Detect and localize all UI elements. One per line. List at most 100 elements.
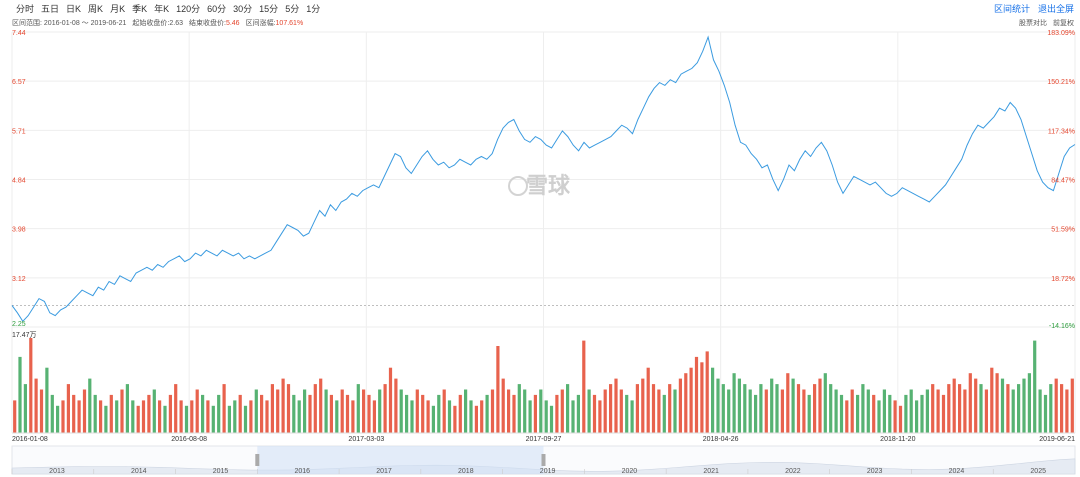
volume-bar bbox=[340, 389, 344, 433]
volume-bar bbox=[818, 378, 822, 433]
volume-bar bbox=[635, 384, 639, 433]
volume-bar bbox=[925, 389, 929, 433]
volume-bar bbox=[668, 384, 672, 433]
volume-bar bbox=[260, 394, 264, 433]
volume-bar bbox=[748, 389, 752, 433]
volume-bar bbox=[678, 378, 682, 433]
period-tab[interactable]: 年K bbox=[154, 4, 170, 14]
period-tab[interactable]: 5分 bbox=[285, 4, 300, 14]
volume-bar bbox=[426, 400, 430, 433]
y-right-tick-label: -14.16% bbox=[1049, 323, 1075, 330]
volume-bar bbox=[764, 389, 768, 433]
volume-bar bbox=[152, 389, 156, 433]
volume-bar bbox=[528, 400, 532, 433]
volume-bar bbox=[791, 378, 795, 433]
volume-bar bbox=[1065, 389, 1069, 433]
x-tick-label: 2016-01-08 bbox=[12, 436, 48, 443]
x-tick-label: 2016-08-08 bbox=[171, 436, 207, 443]
volume-bar bbox=[796, 384, 801, 433]
volume-bar bbox=[571, 400, 575, 433]
period-tab[interactable]: 15分 bbox=[259, 4, 279, 14]
period-tab[interactable]: 五日 bbox=[41, 4, 60, 14]
adjust-mode-link[interactable]: 前复权 bbox=[1053, 20, 1074, 27]
volume-bar bbox=[174, 384, 178, 433]
volume-bar bbox=[394, 378, 398, 433]
period-tab[interactable]: 1分 bbox=[306, 4, 321, 14]
volume-bar bbox=[115, 400, 119, 433]
watermark: 雪球 bbox=[526, 174, 571, 199]
volume-bar bbox=[931, 384, 935, 433]
period-tab[interactable]: 季K bbox=[132, 4, 148, 14]
end-close: 结束收盘价:5.46 bbox=[189, 20, 240, 27]
start-close: 起始收盘价:2.63 bbox=[132, 20, 183, 27]
volume-bar bbox=[378, 389, 382, 433]
volume-bar bbox=[345, 394, 350, 433]
volume-bar bbox=[1043, 394, 1048, 433]
x-tick-label: 2017-09-27 bbox=[526, 436, 562, 443]
exit-fullscreen-link[interactable]: 退出全屏 bbox=[1037, 4, 1074, 14]
volume-bar bbox=[780, 389, 784, 433]
y-right-tick-label: 117.34% bbox=[1048, 128, 1075, 135]
period-tabs: 分时 五日 日K 周K 月K 季K 年K 120分 60分 30分 15分 5分 1分 bbox=[16, 3, 327, 15]
volume-bar bbox=[61, 400, 65, 433]
volume-bar bbox=[1070, 378, 1074, 433]
volume-bar bbox=[77, 400, 81, 433]
period-tab[interactable]: 周K bbox=[88, 4, 104, 14]
period-tab[interactable]: 月K bbox=[110, 4, 126, 14]
volume-bar bbox=[442, 389, 446, 433]
volume-bar bbox=[286, 384, 291, 433]
volume-bar bbox=[517, 384, 521, 433]
volume-bar bbox=[716, 378, 720, 433]
volume-bar bbox=[329, 394, 333, 433]
period-tab[interactable]: 120分 bbox=[176, 4, 201, 14]
volume-bar bbox=[759, 384, 763, 433]
volume-bar bbox=[147, 394, 151, 433]
period-tab[interactable]: 60分 bbox=[207, 4, 227, 14]
range-stats-link[interactable]: 区间统计 bbox=[993, 4, 1030, 14]
volume-bar bbox=[104, 405, 108, 433]
period-tab[interactable]: 日K bbox=[66, 4, 82, 14]
volume-bar bbox=[845, 400, 849, 433]
volume-bar bbox=[399, 389, 403, 433]
navigator-left-handle[interactable] bbox=[255, 454, 260, 466]
volume-bar bbox=[549, 405, 554, 433]
volume-bar bbox=[974, 378, 978, 433]
chart-toolbar: 分时 五日 日K 周K 月K 季K 年K 120分 60分 30分 15分 5分 1分 区间统计 退出全… bbox=[0, 0, 1080, 17]
y-right-tick-label: 183.09% bbox=[1047, 30, 1075, 37]
volume-bar bbox=[968, 373, 972, 433]
x-tick-label: 2018-04-26 bbox=[703, 436, 739, 443]
volume-bar bbox=[410, 400, 414, 433]
volume-bar bbox=[297, 400, 301, 433]
volume-bar bbox=[533, 394, 537, 433]
volume-bar bbox=[802, 389, 806, 433]
y-left-tick-label: 7.44 bbox=[12, 30, 26, 37]
volume-bar bbox=[501, 378, 505, 433]
navigator-year-label: 2022 bbox=[785, 468, 801, 475]
y-right-tick-label: 84.47% bbox=[1051, 178, 1075, 185]
navigator-year-label: 2018 bbox=[458, 468, 474, 475]
range-label: 区间范围: 2016-01-08 ～ 2019-06-21 bbox=[12, 20, 127, 27]
volume-bar bbox=[544, 400, 548, 433]
navigator-year-label: 2023 bbox=[867, 468, 883, 475]
volume-bar bbox=[292, 394, 296, 433]
volume-bar bbox=[587, 389, 591, 433]
volume-bar bbox=[936, 389, 940, 433]
x-tick-label: 2019-06-21 bbox=[1039, 436, 1075, 443]
volume-bar bbox=[276, 389, 280, 433]
volume-bar bbox=[909, 389, 913, 433]
period-tab[interactable]: 30分 bbox=[233, 4, 253, 14]
volume-bar bbox=[99, 400, 103, 433]
navigator-right-handle[interactable] bbox=[541, 454, 546, 466]
compare-stock-link[interactable]: 股票对比 bbox=[1019, 20, 1047, 27]
period-tab[interactable]: 分时 bbox=[16, 4, 35, 14]
volume-bar bbox=[324, 389, 328, 433]
volume-bar bbox=[625, 394, 629, 433]
y-left-tick-label: 4.84 bbox=[12, 178, 26, 185]
volume-bar bbox=[464, 389, 468, 433]
volume-bar bbox=[1011, 389, 1015, 433]
volume-bar bbox=[662, 394, 666, 433]
volume-bar bbox=[834, 389, 838, 433]
volume-bar bbox=[958, 384, 962, 433]
volume-bar bbox=[125, 384, 129, 433]
